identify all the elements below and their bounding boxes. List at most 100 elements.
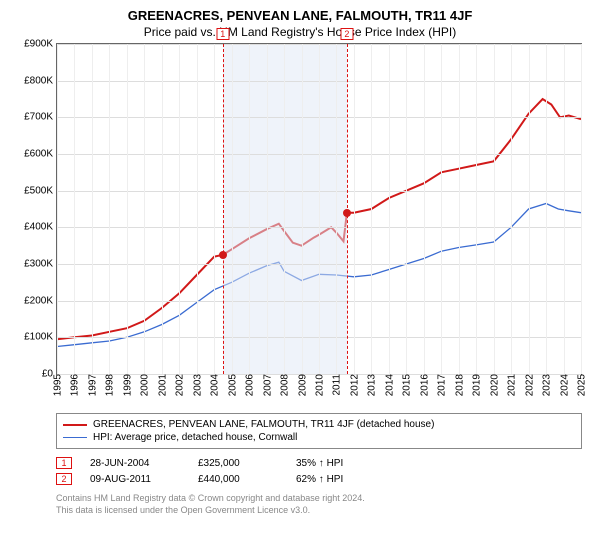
x-tick-label: 2003 <box>190 374 203 396</box>
gridline-v <box>319 44 320 374</box>
gridline-v <box>441 44 442 374</box>
event-price: £325,000 <box>198 458 278 469</box>
legend-row: GREENACRES, PENVEAN LANE, FALMOUTH, TR11… <box>63 418 575 431</box>
y-tick-label: £500K <box>24 185 57 196</box>
gridline-v <box>564 44 565 374</box>
event-badge: 1 <box>56 457 72 469</box>
gridline-v <box>406 44 407 374</box>
event-hpi: 35% ↑ HPI <box>296 458 343 469</box>
legend-row: HPI: Average price, detached house, Corn… <box>63 431 575 444</box>
legend-label: HPI: Average price, detached house, Corn… <box>93 432 297 443</box>
event-marker-badge: 2 <box>340 28 353 40</box>
attribution: Contains HM Land Registry data © Crown c… <box>56 493 582 516</box>
gridline-v <box>267 44 268 374</box>
y-tick-label: £200K <box>24 295 57 306</box>
gridline-v <box>459 44 460 374</box>
x-tick-label: 2016 <box>417 374 430 396</box>
gridline-v <box>249 44 250 374</box>
gridline-v <box>389 44 390 374</box>
attribution-line: This data is licensed under the Open Gov… <box>56 505 582 517</box>
gridline-v <box>476 44 477 374</box>
plot-area: £0£100K£200K£300K£400K£500K£600K£700K£80… <box>56 43 582 375</box>
gridline-v <box>546 44 547 374</box>
x-tick-label: 1997 <box>85 374 98 396</box>
sale-point <box>219 251 227 259</box>
gridline-v <box>371 44 372 374</box>
attribution-line: Contains HM Land Registry data © Crown c… <box>56 493 582 505</box>
event-hpi: 62% ↑ HPI <box>296 474 343 485</box>
gridline-v <box>57 44 58 374</box>
gridline-v <box>494 44 495 374</box>
y-tick-label: £600K <box>24 149 57 160</box>
x-tick-label: 2002 <box>173 374 186 396</box>
gridline-v <box>162 44 163 374</box>
x-tick-label: 2017 <box>435 374 448 396</box>
x-tick-label: 2004 <box>208 374 221 396</box>
y-tick-label: £900K <box>24 39 57 50</box>
x-tick-label: 2010 <box>313 374 326 396</box>
gridline-v <box>284 44 285 374</box>
x-tick-label: 2011 <box>330 374 343 396</box>
gridline-v <box>511 44 512 374</box>
x-tick-label: 2025 <box>575 374 588 396</box>
x-tick-label: 2018 <box>452 374 465 396</box>
x-tick-label: 2021 <box>505 374 518 396</box>
y-tick-label: £100K <box>24 332 57 343</box>
chart-subtitle: Price paid vs. HM Land Registry's House … <box>12 25 588 39</box>
y-tick-label: £300K <box>24 259 57 270</box>
gridline-v <box>232 44 233 374</box>
event-price: £440,000 <box>198 474 278 485</box>
gridline-v <box>92 44 93 374</box>
x-tick-label: 1998 <box>103 374 116 396</box>
chart-container: GREENACRES, PENVEAN LANE, FALMOUTH, TR11… <box>0 0 600 560</box>
sale-point <box>343 209 351 217</box>
x-tick-label: 2006 <box>243 374 256 396</box>
x-tick-label: 1999 <box>120 374 133 396</box>
x-tick-label: 2008 <box>278 374 291 396</box>
x-tick-label: 2000 <box>138 374 151 396</box>
y-tick-label: £700K <box>24 112 57 123</box>
y-tick-label: £800K <box>24 75 57 86</box>
x-tick-label: 2007 <box>260 374 273 396</box>
x-tick-label: 2001 <box>155 374 168 396</box>
x-tick-label: 2019 <box>470 374 483 396</box>
event-marker-line <box>223 44 224 374</box>
x-tick-label: 1995 <box>51 374 64 396</box>
gridline-v <box>424 44 425 374</box>
x-tick-label: 2014 <box>382 374 395 396</box>
event-date: 09-AUG-2011 <box>90 474 180 485</box>
x-tick-label: 2005 <box>225 374 238 396</box>
gridline-v <box>214 44 215 374</box>
event-row: 1 28-JUN-2004 £325,000 35% ↑ HPI <box>56 455 582 471</box>
gridline-v <box>529 44 530 374</box>
gridline-v <box>302 44 303 374</box>
x-tick-label: 2022 <box>522 374 535 396</box>
event-badge: 2 <box>56 473 72 485</box>
event-row: 2 09-AUG-2011 £440,000 62% ↑ HPI <box>56 471 582 487</box>
legend-swatch <box>63 437 87 438</box>
x-tick-label: 2020 <box>487 374 500 396</box>
gridline-v <box>144 44 145 374</box>
sale-events: 1 28-JUN-2004 £325,000 35% ↑ HPI 2 09-AUG-201… <box>56 455 582 487</box>
gridline-v <box>109 44 110 374</box>
y-tick-label: £400K <box>24 222 57 233</box>
x-tick-label: 2015 <box>400 374 413 396</box>
event-marker-badge: 1 <box>216 28 229 40</box>
gridline-v <box>74 44 75 374</box>
gridline-v <box>127 44 128 374</box>
legend-label: GREENACRES, PENVEAN LANE, FALMOUTH, TR11… <box>93 419 434 430</box>
gridline-v <box>336 44 337 374</box>
x-tick-label: 2023 <box>540 374 553 396</box>
x-tick-label: 2009 <box>295 374 308 396</box>
x-tick-label: 2024 <box>557 374 570 396</box>
x-tick-label: 2013 <box>365 374 378 396</box>
event-date: 28-JUN-2004 <box>90 458 180 469</box>
gridline-v <box>197 44 198 374</box>
legend-swatch <box>63 424 87 426</box>
gridline-v <box>354 44 355 374</box>
chart-title: GREENACRES, PENVEAN LANE, FALMOUTH, TR11… <box>12 8 588 23</box>
gridline-v <box>179 44 180 374</box>
x-tick-label: 2012 <box>347 374 360 396</box>
gridline-v <box>581 44 582 374</box>
x-tick-label: 1996 <box>68 374 81 396</box>
